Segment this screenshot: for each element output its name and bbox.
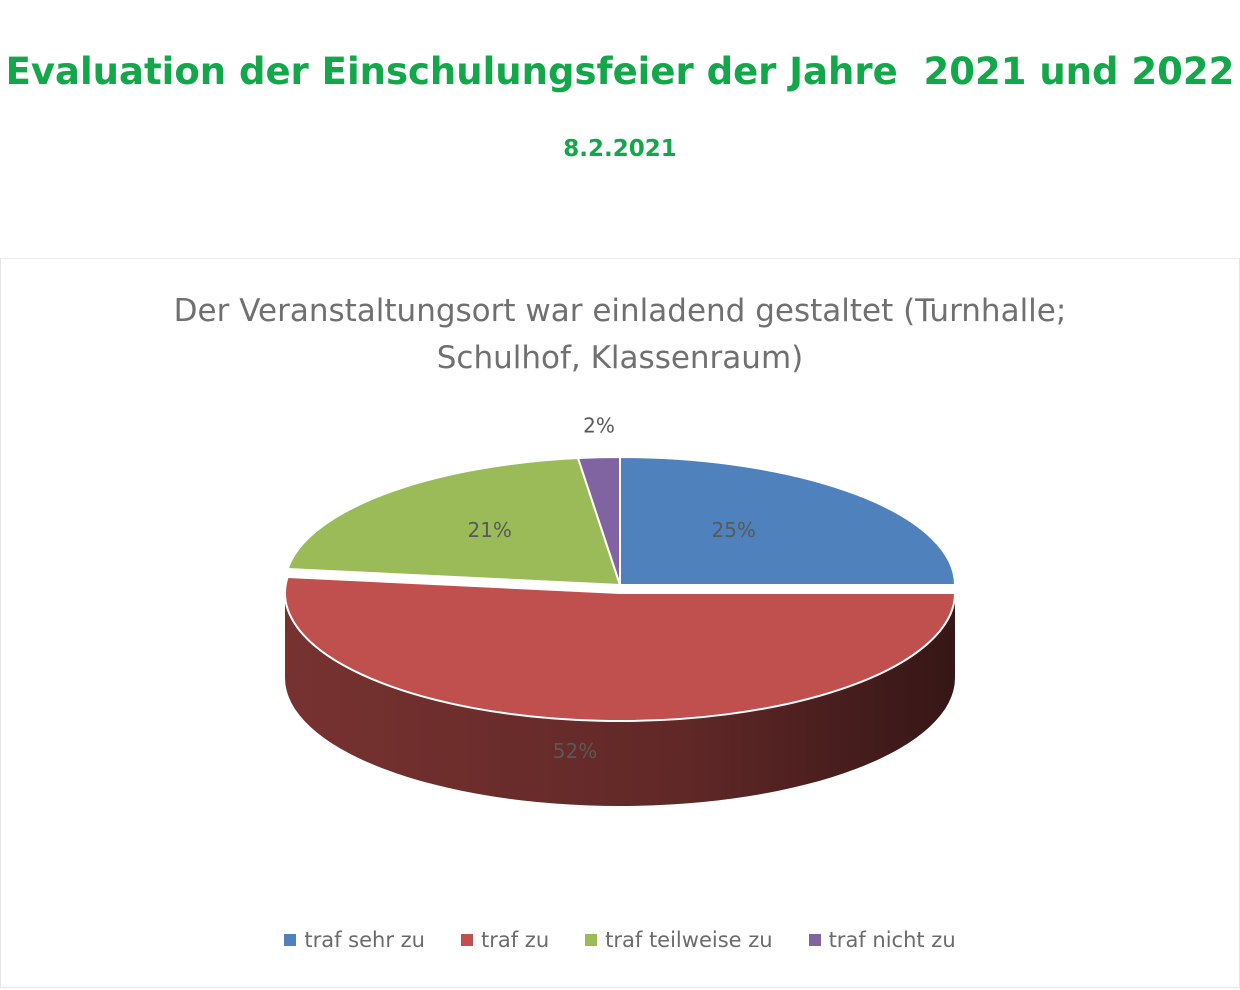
legend-swatch [284,934,297,946]
legend-item: traf zu [461,928,549,952]
chart-title: Der Veranstaltungsort war einladend gest… [120,288,1120,382]
document-date: 8.2.2021 [563,136,677,162]
legend-item: traf nicht zu [808,928,956,952]
pie-slice [286,457,621,586]
pie-slice-side [285,593,955,806]
data-label: 2% [583,413,615,437]
data-label: 52% [553,739,597,763]
legend-item: traf sehr zu [284,928,425,952]
pie-slice [619,456,956,586]
legend-label: traf teilweise zu [605,928,773,952]
legend-swatch [461,934,473,946]
legend-label: traf nicht zu [828,928,956,952]
legend-swatch [585,934,598,946]
data-label: 21% [467,518,511,542]
legend-swatch [808,934,821,946]
data-label: 25% [711,518,755,542]
document-title: Evaluation der Einschulungsfeier der Jah… [5,50,1235,93]
pie-slice [284,575,956,722]
chart-title-line-2: Schulhof, Klassenraum) [436,340,804,376]
chart-title-line-1: Der Veranstaltungsort war einladend gest… [173,293,1067,329]
legend-label: traf zu [481,928,550,952]
legend-label: traf sehr zu [304,928,425,952]
legend-item: traf teilweise zu [585,928,773,952]
chart-legend: traf sehr zu traf zu traf teilweise zu t… [0,928,1240,952]
pie-slice [577,456,621,586]
